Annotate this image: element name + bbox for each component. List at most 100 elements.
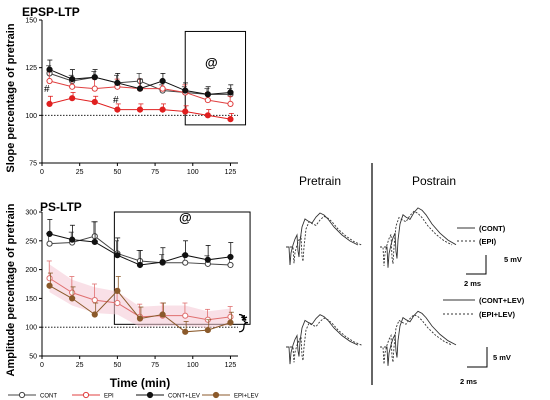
legend-marker-epi-lev [212,391,220,399]
panel-a-x-tick-label: 50 [113,169,121,176]
panel-b-point-epi [46,275,53,282]
trace-pretrain-top-dashed [290,215,363,264]
panel-a-y-tick-label: 75 [29,161,37,168]
trace-pretrain-bottom-solid [286,314,359,365]
panel-a-y-tick-label: 100 [25,113,37,120]
trace-label-epi-lev: (EPI+LEV) [479,310,516,319]
panel-a-point-cont-lev [159,77,166,85]
panel-b-xlabel: Time (min) [110,376,170,390]
panel-b-y-tick-label: 300 [25,210,37,217]
panel-a-point-epi [204,96,211,104]
panel-b-point-cont-lev [69,236,76,243]
scale-bar-bottom [467,347,488,368]
scale-ms-bottom: 2 ms [460,377,477,386]
panel-b-point-epi-lev [136,315,144,322]
panel-b-point-epi-lev [91,311,98,318]
panel-b-title: PS-LTP [40,200,82,214]
trace-col-pretrain: Pretrain [299,174,341,188]
panel-a-point-epi-lev [159,106,166,113]
panel-a-x-tick-label: 75 [151,169,159,176]
panel-b-point-cont-lev [182,252,189,259]
legend: CONT EPI CONT+LEV EPI+LEV [8,391,259,400]
panel-a-point-epi-lev [182,108,189,115]
panel-a-point-cont-lev [182,87,189,94]
panel-b-plot: 0 25 50 75 100 125 50 100 150 200 250 300 [25,210,251,369]
panel-a-point-cont-lev [69,76,76,83]
panel-a-point-epi [159,85,166,92]
panel-b-x-tick-label: 50 [113,362,121,369]
legend-marker-cont [18,391,26,399]
panel-a-point-cont-lev [46,66,53,73]
panel-b-point-epi-lev [182,328,189,335]
panel-a-point-cont-lev [204,91,211,98]
panel-b-x-tick-label: 125 [225,362,237,369]
panel-b-point-epi [114,299,121,307]
panel-b-star-mark: * [241,313,248,330]
panel-b-y-tick-label: 50 [29,354,37,361]
legend-label-epi: EPI [104,394,114,400]
panel-a-y-tick-label: 125 [25,65,37,72]
panel-b-point-cont-lev [46,230,53,237]
panel-a-at-mark: @ [205,55,218,70]
trace-label-cont: (CONT) [479,224,506,233]
panel-a-x-tick-label: 100 [187,169,199,176]
panel-b-at-mark: @ [179,210,192,225]
panel-b-point-epi-lev [159,311,166,318]
trace-label-cont-lev: (CONT+LEV) [479,296,525,305]
panel-a-hash-mark-1: # [44,84,50,95]
legend-marker-epi [82,391,90,399]
panel-b-point-epi-lev [114,287,121,295]
panel-b-point-epi [227,313,234,320]
legend-label-cont-lev: CONT+LEV [168,394,200,400]
trace-pretrain-bottom-dashed [290,317,363,363]
scale-ms-top: 2 ms [464,279,481,288]
panel-a-x-tick-label: 0 [40,169,44,176]
panel-a-point-epi-lev [204,112,211,119]
trace-pretrain-top-solid [286,212,359,266]
trace-postrain-bottom-solid [384,310,457,366]
trace-postrain-bottom-dashed [380,314,453,365]
panel-a-highlight-box [184,30,247,126]
panel-b-y-tick-label: 250 [25,238,37,245]
scale-bar-top [466,255,487,275]
panel-b-y-tick-label: 200 [25,267,37,274]
panel-b-point-cont-lev [159,259,166,266]
panel-b-point-epi [69,289,76,296]
panel-a-point-epi-lev [136,106,144,113]
panel-b-x-tick-label: 75 [151,362,159,369]
panel-b-point-cont [227,261,234,269]
scale-mv-top: 5 mV [504,255,522,264]
panel-a-point-epi-lev [69,95,76,102]
panel-b-y-tick-label: 100 [25,325,37,332]
panel-a-point-cont-lev [114,79,121,87]
panel-b-point-epi-lev [204,326,211,334]
panel-a-point-cont-lev [227,89,234,96]
panel-a-x-tick-label: 125 [225,169,237,176]
panel-b-point-epi [91,297,98,304]
panel-b-point-epi [182,312,189,319]
panel-a-x-tick-label: 25 [76,169,84,176]
legend-label-epi-lev: EPI+LEV [234,394,259,400]
panel-a-point-epi-lev [91,98,98,106]
panel-b-point-cont-lev [91,238,98,246]
trace-col-postrain: Postrain [412,174,456,188]
panel-b-point-cont-lev [114,252,121,259]
panel-a-point-cont-lev [91,74,98,81]
epsp-traces [286,207,457,366]
panel-b-point-epi-lev [46,282,53,289]
trace-label-epi: (EPI) [479,237,497,246]
panel-b-x-tick-label: 100 [187,362,199,369]
panel-a-point-epi-lev [114,106,121,113]
panel-a-point-epi [46,77,53,85]
panel-b-ylabel: Amplitude percentage of pretrain [5,203,17,376]
panel-b-point-cont-lev [204,256,211,263]
trace-postrain-top-dashed [380,210,453,266]
panel-a-point-epi-lev [46,100,53,107]
panel-a-point-cont-lev [136,85,144,92]
panel-a-y-tick-label: 150 [25,18,37,25]
panel-a-point-epi [91,85,98,92]
panel-a-ylabel: Slope percentage of pretrain [5,23,17,172]
panel-b-point-cont [182,259,189,266]
panel-b-x-tick-label: 25 [76,362,84,369]
